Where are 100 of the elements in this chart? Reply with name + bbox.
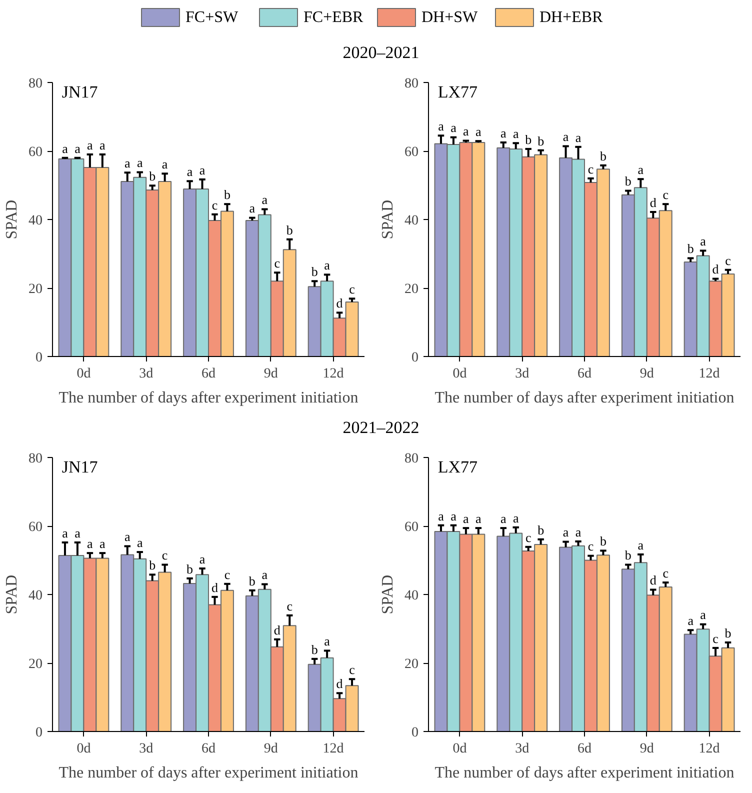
data-label: b (687, 241, 694, 256)
data-label: a (450, 120, 457, 136)
x-tick-label: 3d (139, 742, 154, 756)
data-label: a (74, 525, 81, 540)
data-label: a (87, 137, 94, 152)
y-tick-label: 80 (404, 76, 418, 92)
y-tick-label: 0 (36, 350, 42, 366)
data-label: d (211, 580, 218, 595)
data-label: a (249, 200, 256, 216)
x-tick-label: 9d (640, 366, 654, 382)
x-axis-title: The number of days after experiment initiation (58, 390, 358, 406)
x-axis-title: The number of days after experiment initiation (434, 390, 734, 406)
data-label: a (87, 536, 94, 552)
x-tick-label: 12d (698, 742, 720, 756)
data-label: a (476, 511, 482, 526)
data-label: b (248, 573, 256, 588)
data-label: a (100, 536, 106, 552)
data-label: c (286, 598, 293, 614)
x-tick-label: 6d (578, 366, 592, 382)
data-label: b (224, 187, 230, 202)
data-label: d (336, 296, 344, 311)
data-label: b (311, 642, 318, 657)
data-label: b (525, 132, 532, 147)
annotation: JN17 (62, 82, 98, 102)
data-label: a (638, 537, 644, 552)
chart-title: 2021–2022 (342, 417, 420, 439)
data-label: c (212, 197, 218, 212)
data-label: a (124, 529, 130, 544)
data-label: d (650, 194, 657, 210)
data-label: a (100, 137, 106, 152)
data-label: a (476, 124, 482, 140)
data-label: a (186, 164, 193, 180)
legend-label: DH+SW (422, 9, 479, 26)
data-label: a (500, 511, 506, 526)
y-axis-title: SPAD (380, 200, 396, 240)
x-tick-label: 9d (264, 366, 278, 382)
data-label: a (463, 511, 470, 526)
x-axis-title: The number of days after experiment initiation (58, 764, 358, 782)
data-label: c (274, 256, 280, 271)
y-tick-label: 60 (28, 520, 42, 535)
data-label: c (662, 187, 669, 202)
data-label: b (149, 558, 156, 573)
data-label: a (199, 162, 206, 178)
data-label: a (136, 534, 143, 550)
data-label: b (724, 625, 732, 640)
x-tick-label: 3d (515, 366, 530, 382)
data-label: a (438, 118, 444, 134)
x-tick-label: 12d (698, 366, 720, 382)
legend-label: DH+EBR (540, 9, 604, 26)
legend-label: FC+EBR (304, 9, 364, 26)
y-tick-label: 20 (28, 657, 42, 672)
data-label: c (162, 548, 168, 563)
data-label: a (562, 524, 569, 540)
data-label: d (650, 572, 657, 588)
data-label: a (324, 258, 330, 273)
legend-label: FC+SW (186, 9, 239, 26)
data-label: a (162, 156, 168, 172)
y-axis-title: SPAD (4, 574, 20, 614)
y-tick-label: 80 (404, 452, 418, 466)
data-label: a (575, 130, 582, 145)
y-tick-label: 0 (412, 726, 418, 740)
y-tick-label: 20 (28, 282, 42, 297)
x-tick-label: 0d (76, 742, 91, 756)
data-label: d (712, 262, 720, 277)
x-tick-label: 9d (264, 742, 278, 756)
data-label: a (463, 124, 470, 139)
data-label: c (224, 566, 230, 582)
y-tick-label: 80 (28, 452, 42, 466)
data-label: b (624, 548, 632, 563)
data-label: c (588, 161, 594, 176)
data-label: d (274, 622, 281, 638)
data-label: a (136, 155, 143, 170)
data-label: a (262, 192, 268, 208)
y-tick-label: 60 (404, 145, 418, 160)
data-label: a (74, 140, 81, 156)
y-tick-label: 60 (28, 145, 42, 160)
data-label: b (624, 174, 632, 189)
data-label: a (450, 508, 457, 524)
data-label: c (525, 530, 532, 545)
x-tick-label: 3d (515, 742, 530, 756)
data-label: b (538, 522, 544, 538)
data-label: b (600, 148, 606, 164)
data-label: b (538, 133, 544, 148)
data-label: a (62, 140, 68, 156)
data-label: a (512, 126, 519, 142)
x-tick-label: 9d (640, 742, 654, 756)
data-label: a (638, 162, 644, 178)
x-tick-label: 0d (452, 366, 467, 382)
data-label: a (62, 525, 68, 540)
x-tick-label: 6d (578, 742, 592, 756)
y-tick-label: 0 (36, 726, 42, 740)
data-label: a (199, 551, 206, 566)
data-label: a (500, 125, 506, 140)
annotation: LX77 (438, 82, 478, 102)
data-label: b (286, 222, 293, 238)
y-axis-title: SPAD (4, 200, 20, 240)
data-label: c (349, 282, 356, 297)
y-tick-label: 40 (28, 214, 42, 228)
data-label: c (712, 630, 719, 646)
y-tick-label: 40 (404, 588, 418, 604)
